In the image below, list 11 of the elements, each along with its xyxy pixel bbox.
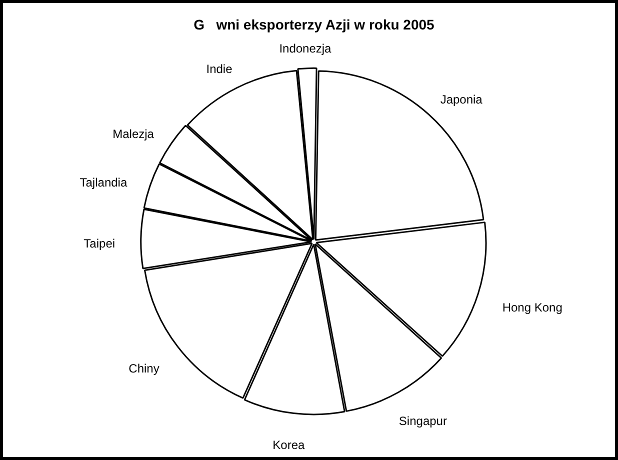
slice-label: Tajlandia	[80, 175, 128, 190]
slice-label: Indie	[206, 62, 233, 76]
slice-label: Taipei	[84, 236, 116, 251]
slice-label: Japonia	[440, 92, 483, 106]
chart-title: G wni eksporterzy Azji w roku 2005	[194, 16, 435, 32]
slice-label: Hong Kong	[502, 300, 562, 314]
slice-label: Chiny	[128, 361, 160, 376]
slice-label: Korea	[272, 438, 306, 452]
slice-label: Indonezja	[279, 41, 332, 56]
slice-label: Singapur	[398, 414, 447, 428]
slice-label: Malezja	[112, 127, 154, 142]
